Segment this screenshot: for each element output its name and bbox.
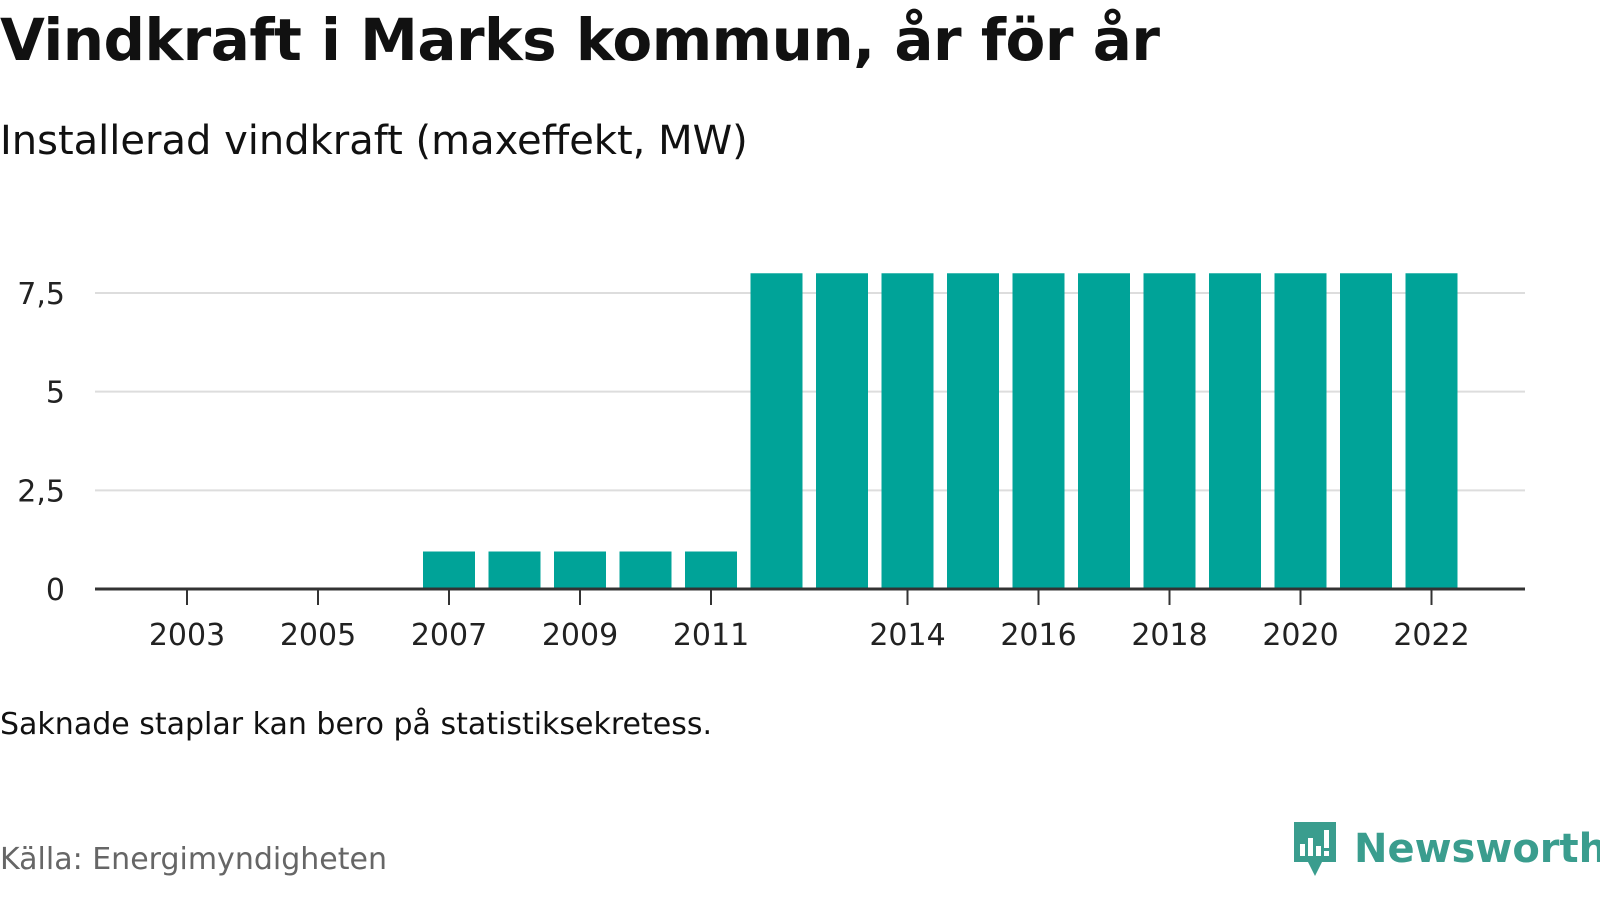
bar-2011 (685, 551, 737, 589)
x-tick-label: 2014 (869, 618, 945, 653)
source-text: Källa: Energimyndigheten (0, 842, 387, 877)
x-axis (95, 587, 1525, 605)
x-tick-label: 2018 (1131, 618, 1207, 653)
newsworthy-logo-icon (1294, 822, 1336, 876)
x-tick-label: 2007 (411, 618, 487, 653)
bar-2012 (750, 273, 803, 589)
bar-2021 (1340, 273, 1392, 589)
x-tick-label: 2016 (1000, 618, 1076, 653)
bar-2018 (1143, 273, 1196, 589)
bar-2020 (1274, 273, 1327, 589)
bar-chart: 0 2,5 5 7,5 2003 2005 2007 2009 2011 2014 2016 201… (17, 273, 1525, 653)
bars (423, 273, 1458, 589)
y-tick-label: 5 (46, 376, 65, 411)
bar-2010 (619, 551, 672, 589)
bar-2013 (816, 273, 868, 589)
brand-name: Newsworthy (1354, 826, 1600, 872)
chart-subtitle: Installerad vindkraft (maxeffekt, MW) (0, 118, 748, 164)
brand-logo: Newsworthy (1290, 818, 1600, 880)
x-tick-label: 2011 (673, 618, 749, 653)
x-tick-label: 2005 (280, 618, 356, 653)
x-tick-label: 2020 (1262, 618, 1338, 653)
bar-2009 (554, 551, 606, 589)
bar-2014 (881, 273, 934, 589)
y-tick-label: 0 (46, 573, 65, 608)
bar-2017 (1078, 273, 1130, 589)
y-tick-label: 7,5 (17, 277, 65, 312)
y-tick-label: 2,5 (17, 474, 65, 509)
bar-2008 (488, 551, 541, 589)
x-tick-label: 2009 (542, 618, 618, 653)
x-axis-labels: 2003 2005 2007 2009 2011 2014 2016 2018 2020 2022 (149, 618, 1470, 653)
bar-2016 (1012, 273, 1065, 589)
footnote: Saknade staplar kan bero på statistiksek… (0, 707, 713, 742)
x-tick-label: 2022 (1393, 618, 1469, 653)
bar-2019 (1209, 273, 1261, 589)
bar-2007 (423, 551, 475, 589)
y-axis-labels: 0 2,5 5 7,5 (17, 277, 65, 608)
chart-title: Vindkraft i Marks kommun, år för år (0, 6, 1160, 74)
x-tick-label: 2003 (149, 618, 225, 653)
bar-2022 (1405, 273, 1458, 589)
bar-2015 (947, 273, 999, 589)
